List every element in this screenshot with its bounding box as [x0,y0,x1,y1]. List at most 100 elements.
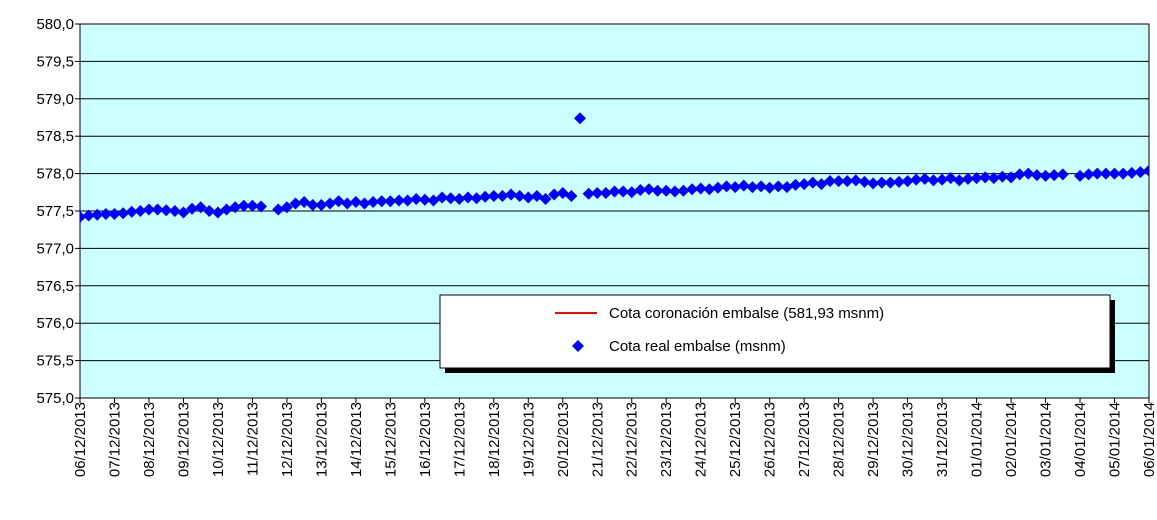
data-point [1048,169,1061,182]
x-tick-label: 14/12/2013 [348,402,365,477]
data-point [82,209,95,222]
data-point [220,203,233,216]
data-point [927,174,940,187]
x-tick-label: 02/01/2014 [1003,402,1020,477]
data-point [487,190,500,203]
data-point [660,184,673,197]
data-point [306,199,319,212]
x-tick-label: 22/12/2013 [624,402,641,477]
data-point [237,199,250,212]
x-tick-label: 11/12/2013 [244,402,261,476]
legend-label: Cota coronación embalse (581,93 msnm) [609,305,884,322]
data-point [505,188,518,201]
data-point [392,194,405,207]
x-tick-label: 05/01/2014 [1107,402,1124,477]
y-tick-label: 576,5 [36,278,74,295]
data-point [1056,168,1069,181]
data-point [1143,164,1149,177]
data-point [453,193,466,206]
data-point [229,201,242,214]
data-point [642,183,655,196]
data-point [548,188,561,201]
data-point [668,185,681,198]
data-point [168,205,181,217]
data-point [625,186,638,199]
data-point [513,190,526,203]
x-tick-label: 20/12/2013 [555,402,572,477]
y-tick-label: 580,0 [36,16,74,33]
x-tick-label: 28/12/2013 [831,402,848,477]
data-point [884,176,897,189]
x-tick-label: 15/12/2013 [382,402,399,477]
x-tick-label: 25/12/2013 [727,402,744,477]
x-tick-label: 16/12/2013 [417,402,434,477]
x-tick-label: 17/12/2013 [451,402,468,477]
data-point [255,200,268,213]
data-point [806,176,819,189]
data-point [651,184,664,197]
data-point [522,191,535,204]
data-point [1074,169,1087,182]
x-tick-label: 24/12/2013 [693,402,710,477]
x-tick-label: 10/12/2013 [210,402,227,477]
x-tick-label: 19/12/2013 [520,402,537,477]
data-point [565,190,578,203]
data-point [729,181,742,194]
data-point [349,196,362,209]
data-point [936,173,949,186]
data-point [574,112,587,125]
data-point [1082,168,1095,181]
data-point [755,180,768,193]
data-point [479,190,492,203]
data-point [849,174,862,187]
data-point [763,181,776,194]
data-point [142,203,155,216]
data-point [470,192,483,205]
data-point [582,187,595,200]
data-point [194,201,207,214]
data-point [418,193,431,206]
data-point [772,180,785,193]
data-point [798,178,811,191]
data-point [875,176,888,189]
data-point [987,172,1000,185]
data-point [737,179,750,192]
data-point [591,187,604,200]
data-point [858,175,871,188]
data-point [1030,169,1043,182]
x-tick-label: 03/01/2014 [1038,402,1055,477]
data-point [203,205,216,217]
data-point [634,184,647,197]
data-point [953,174,966,187]
data-point [151,203,164,216]
data-point [703,183,716,196]
data-point [608,185,621,198]
data-point [944,172,957,185]
data-point [375,195,388,208]
y-tick-label: 576,0 [36,315,74,332]
data-point [80,210,86,223]
data-point [134,205,147,217]
data-point [341,197,354,210]
data-point [117,207,130,220]
data-point [1125,166,1138,179]
data-point [280,201,293,214]
data-point [867,177,880,190]
data-point [1022,167,1035,180]
data-point [617,185,630,198]
data-point [444,192,457,205]
data-point [599,187,612,200]
data-point [367,196,380,209]
data-point [436,191,449,204]
data-point [125,205,138,218]
data-point [918,172,931,185]
data-point [461,191,474,204]
data-point [996,170,1009,183]
data-point [91,208,104,221]
data-point [289,197,302,210]
data-point [910,173,923,186]
data-point [108,207,121,220]
legend-marker [572,340,584,352]
data-point [99,207,112,220]
